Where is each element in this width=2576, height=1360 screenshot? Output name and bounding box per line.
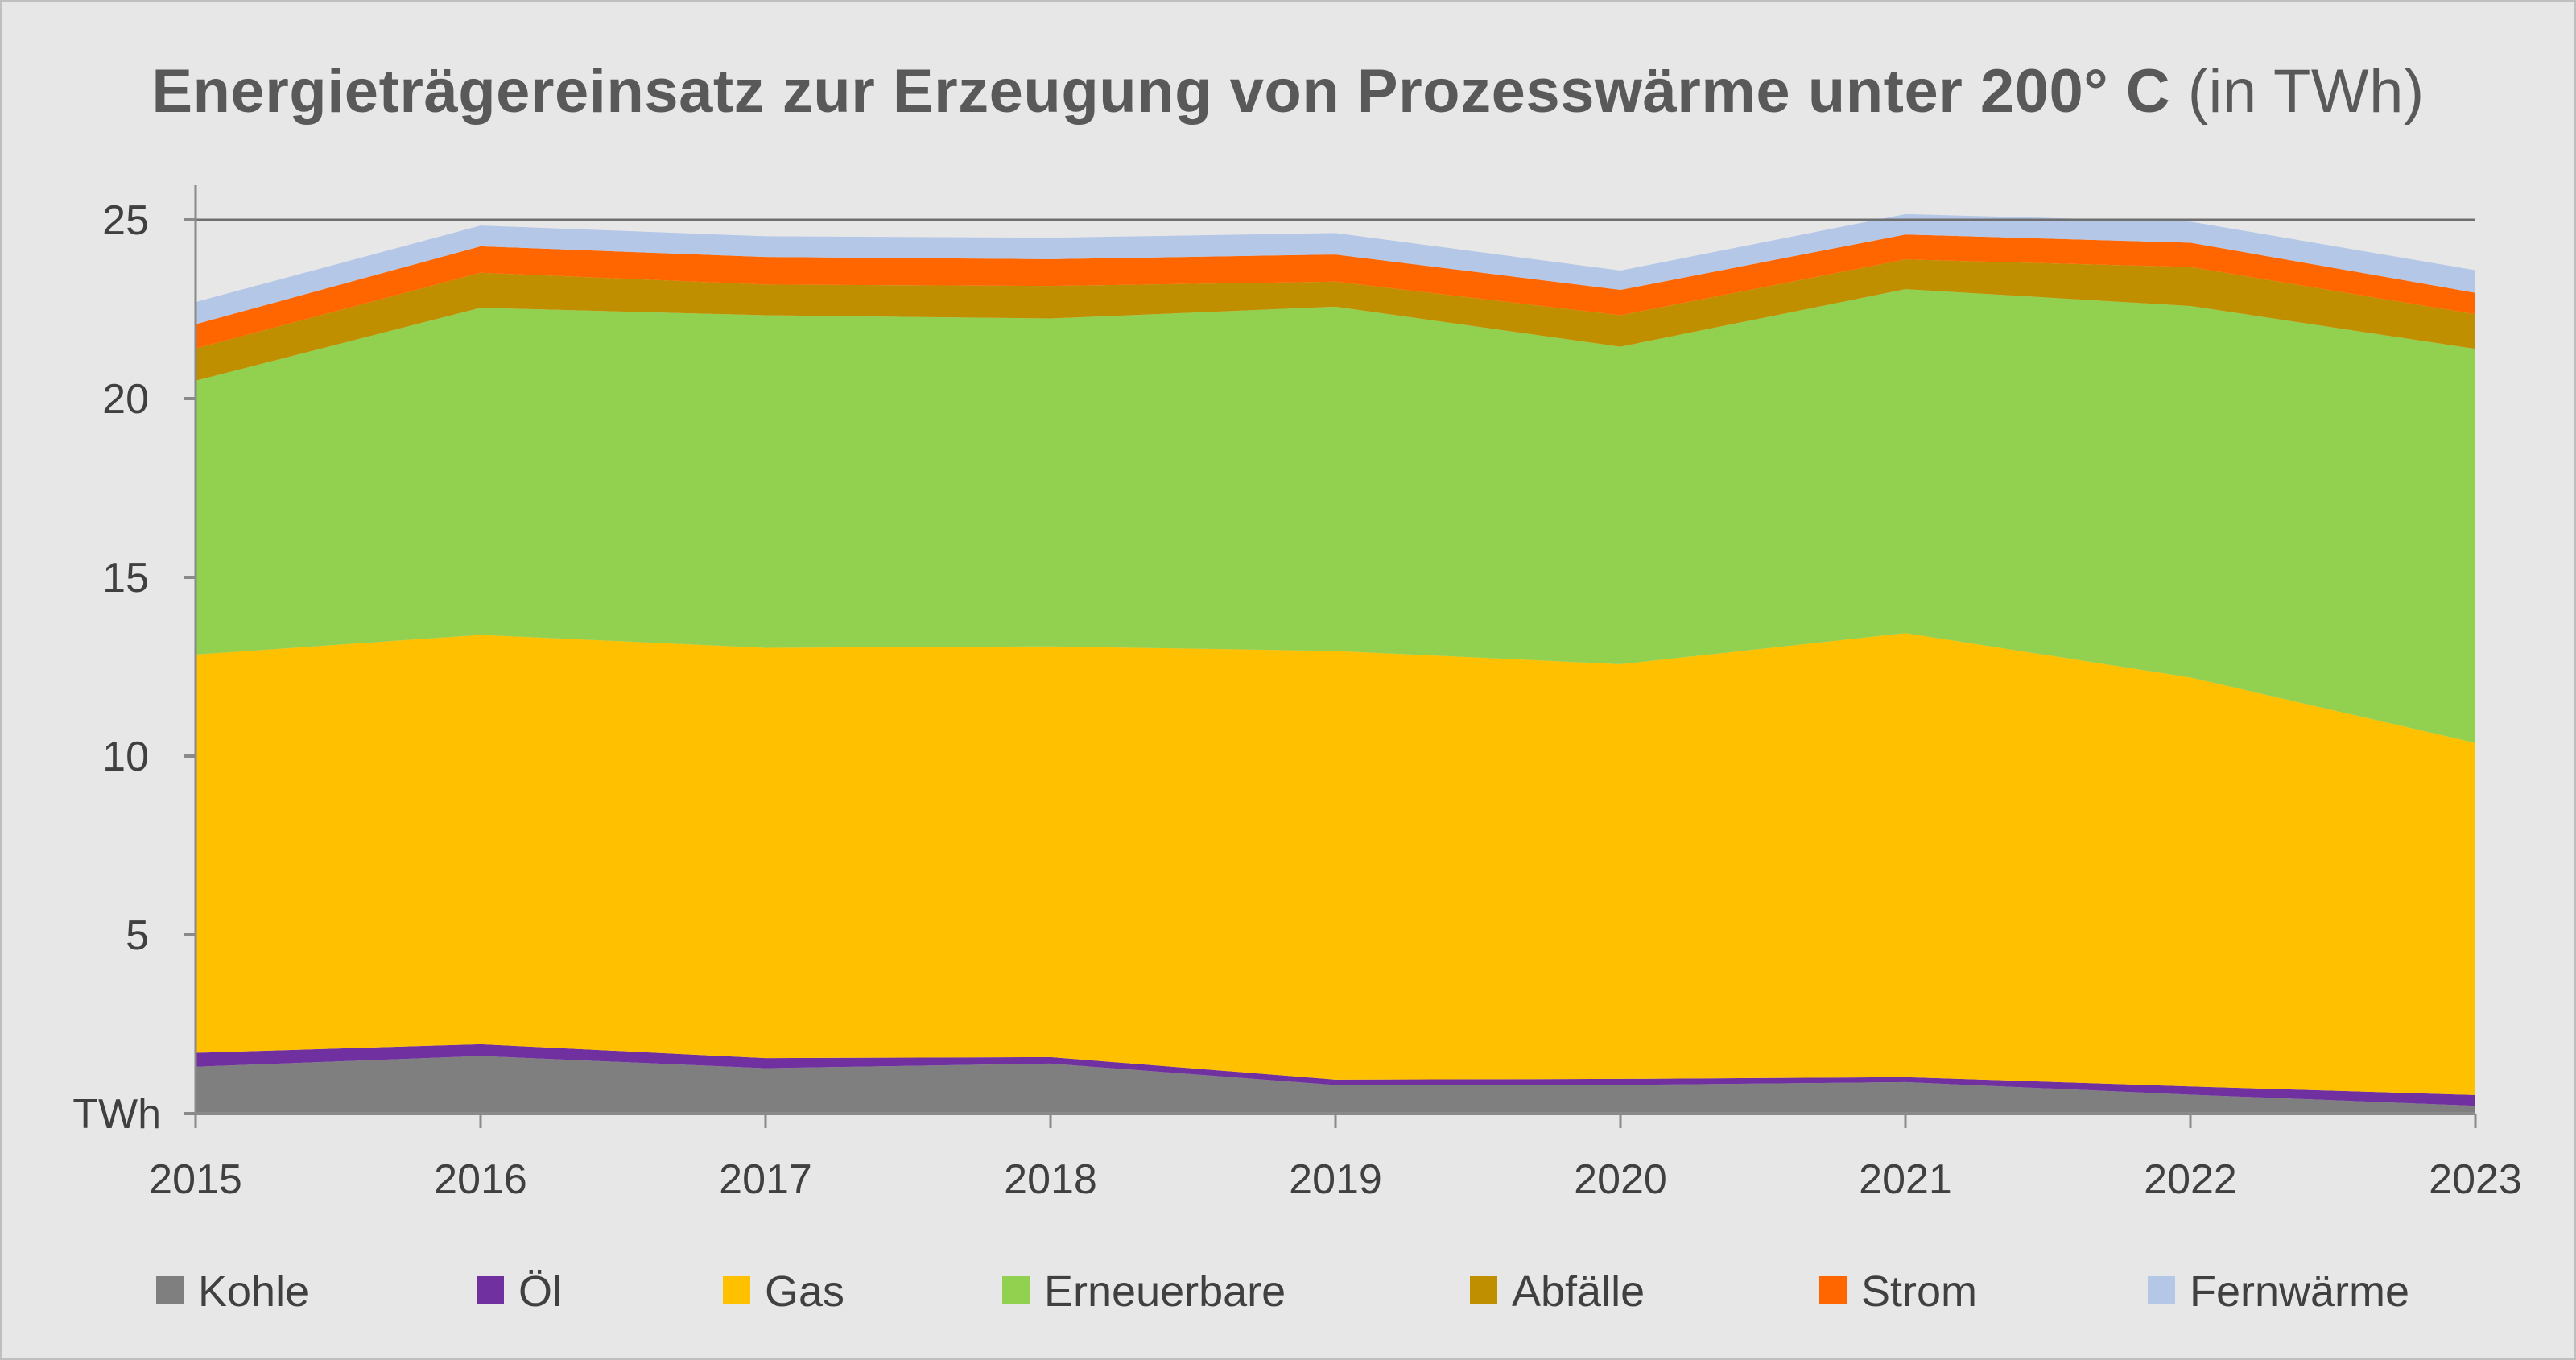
area-strom	[196, 234, 2475, 349]
legend-swatch-kohle	[156, 1276, 184, 1304]
x-tick-label: 2016	[434, 1156, 527, 1203]
x-tick-label: 2018	[1004, 1156, 1097, 1203]
x-tick-label: 2019	[1289, 1156, 1382, 1203]
y-tick-label: 10	[102, 734, 149, 780]
x-tick-label: 2017	[719, 1156, 812, 1203]
y-axis-unit-label: TWh	[72, 1091, 161, 1138]
chart-title: Energieträgereinsatz zur Erzeugung von P…	[0, 56, 2576, 126]
legend-swatch-gas	[723, 1276, 750, 1304]
legend-swatch-fernwärme	[2148, 1276, 2175, 1304]
legend-label: Strom	[1861, 1267, 1977, 1316]
area-abfälle	[196, 259, 2475, 381]
y-tick-label: 15	[102, 555, 149, 601]
title-unit: (in TWh)	[2187, 57, 2425, 126]
legend-label: Kohle	[198, 1267, 309, 1316]
legend-swatch-öl	[477, 1276, 504, 1304]
y-tick-label: 20	[102, 376, 149, 423]
x-tick-label: 2023	[2429, 1156, 2522, 1203]
x-tick-label: 2020	[1574, 1156, 1667, 1203]
x-tick-label: 2022	[2144, 1156, 2237, 1203]
area-gas	[196, 633, 2475, 1095]
legend-swatch-strom	[1819, 1276, 1847, 1304]
y-tick-label: 25	[102, 197, 149, 244]
area-erneuerbare	[196, 289, 2475, 743]
legend-label: Erneuerbare	[1044, 1267, 1286, 1316]
x-tick-label: 2015	[149, 1156, 242, 1203]
area-fernwärme	[196, 213, 2475, 324]
title-text: Energieträgereinsatz zur Erzeugung von P…	[151, 57, 2171, 126]
legend-swatch-abfälle	[1470, 1276, 1497, 1304]
legend-label: Gas	[765, 1267, 844, 1316]
legend-label: Fernwärme	[2190, 1267, 2409, 1316]
legend-swatch-erneuerbare	[1002, 1276, 1030, 1304]
legend-label: Abfälle	[1512, 1267, 1645, 1316]
legend-label: Öl	[518, 1267, 562, 1316]
area-öl	[196, 1044, 2475, 1106]
x-tick-label: 2021	[1859, 1156, 1952, 1203]
y-tick-label: 5	[126, 912, 149, 959]
area-kohle	[196, 1056, 2475, 1114]
